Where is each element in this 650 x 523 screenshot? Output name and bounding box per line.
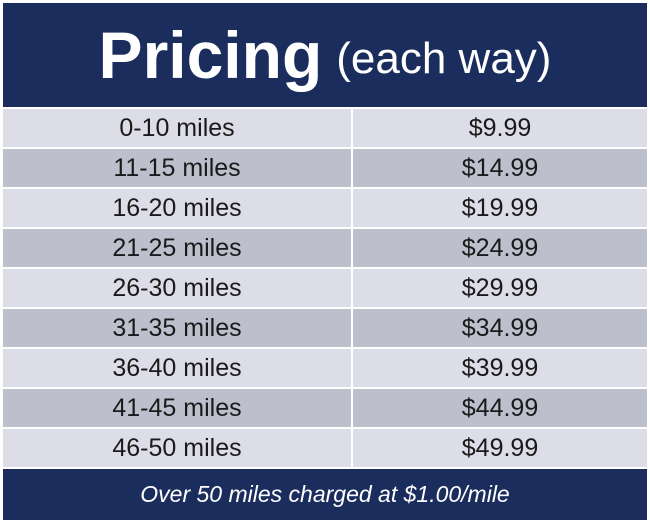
price-cell: $39.99: [353, 349, 647, 387]
table-row: 21-25 miles $24.99: [3, 229, 647, 267]
price-cell: $9.99: [353, 109, 647, 147]
distance-cell: 21-25 miles: [3, 229, 351, 267]
price-cell: $34.99: [353, 309, 647, 347]
pricing-header: Pricing (each way): [3, 3, 647, 107]
price-cell: $24.99: [353, 229, 647, 267]
distance-cell: 31-35 miles: [3, 309, 351, 347]
distance-cell: 36-40 miles: [3, 349, 351, 387]
distance-cell: 41-45 miles: [3, 389, 351, 427]
table-row: 46-50 miles $49.99: [3, 429, 647, 467]
distance-cell: 26-30 miles: [3, 269, 351, 307]
table-row: 31-35 miles $34.99: [3, 309, 647, 347]
price-cell: $19.99: [353, 189, 647, 227]
price-cell: $29.99: [353, 269, 647, 307]
table-row: 11-15 miles $14.99: [3, 149, 647, 187]
table-row: 41-45 miles $44.99: [3, 389, 647, 427]
pricing-rows: 0-10 miles $9.99 11-15 miles $14.99 16-20 mi…: [3, 109, 647, 469]
table-row: 0-10 miles $9.99: [3, 109, 647, 147]
price-cell: $49.99: [353, 429, 647, 467]
distance-cell: 0-10 miles: [3, 109, 351, 147]
pricing-footer-note: Over 50 miles charged at $1.00/mile: [3, 469, 647, 520]
price-cell: $14.99: [353, 149, 647, 187]
pricing-table: Pricing (each way) 0-10 miles $9.99 11-15 …: [3, 3, 647, 520]
pricing-subtitle: (each way): [336, 34, 552, 83]
table-row: 16-20 miles $19.99: [3, 189, 647, 227]
price-cell: $44.99: [353, 389, 647, 427]
table-row: 26-30 miles $29.99: [3, 269, 647, 307]
distance-cell: 46-50 miles: [3, 429, 351, 467]
distance-cell: 11-15 miles: [3, 149, 351, 187]
pricing-title: Pricing: [98, 18, 323, 92]
table-row: 36-40 miles $39.99: [3, 349, 647, 387]
distance-cell: 16-20 miles: [3, 189, 351, 227]
